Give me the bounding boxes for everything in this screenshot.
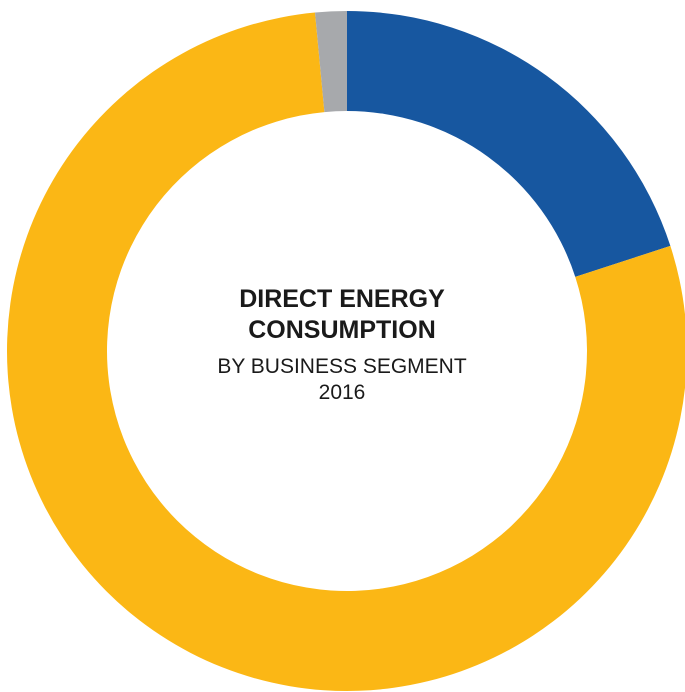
chart-center-label: DIRECT ENERGY CONSUMPTION BY BUSINESS SE… <box>142 284 542 406</box>
donut-slices <box>7 11 685 691</box>
chart-title-line-2: CONSUMPTION <box>248 316 436 344</box>
donut-slice-3 <box>315 11 347 113</box>
chart-title-line-1: DIRECT ENERGY <box>239 285 445 313</box>
donut-slice-1 <box>347 11 671 277</box>
chart-year: 2016 <box>318 381 366 404</box>
chart-title: DIRECT ENERGY CONSUMPTION <box>142 284 542 346</box>
donut-slice-2 <box>7 12 685 691</box>
chart-subtitle: BY BUSINESS SEGMENT <box>217 355 467 378</box>
